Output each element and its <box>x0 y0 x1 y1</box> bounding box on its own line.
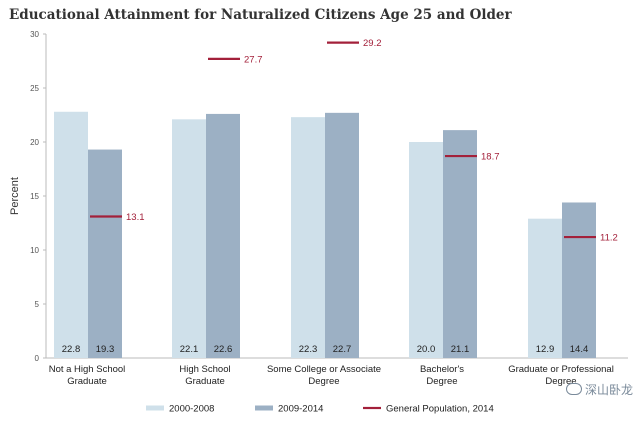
legend: 2000-2008 2009-2014 General Population, 20… <box>146 404 494 415</box>
y-tick-label: 25 <box>30 84 39 93</box>
bar-value-label: 22.7 <box>333 344 352 355</box>
category-label: Degree <box>545 376 576 387</box>
y-tick-label: 20 <box>30 138 39 147</box>
y-tick-label: 5 <box>35 300 40 309</box>
bar-value-label: 19.3 <box>96 344 115 355</box>
bar-2009-2014-0 <box>88 149 122 358</box>
bar-value-label: 22.3 <box>299 344 318 355</box>
bar-2009-2014-3 <box>443 130 477 358</box>
watermark: 深山卧龙 <box>565 381 633 398</box>
category-label: Degree <box>308 376 339 387</box>
chart-title: Educational Attainment for Naturalized C… <box>9 7 512 23</box>
bar-value-label: 22.8 <box>62 344 81 355</box>
bar-2000-2008-4 <box>528 218 562 358</box>
category-label: Some College or Associate <box>267 364 381 375</box>
category-label: Graduate <box>67 376 107 387</box>
bar-value-label: 22.6 <box>214 344 233 355</box>
legend-label: General Population, 2014 <box>386 404 494 415</box>
category-label: Not a High School <box>49 364 126 375</box>
bar-2000-2008-2 <box>291 117 325 358</box>
legend-swatch <box>146 405 164 411</box>
y-tick-label: 30 <box>30 30 39 39</box>
legend-swatch <box>255 405 273 411</box>
category-label: Bachelor's <box>420 364 464 375</box>
y-tick-label: 0 <box>35 354 40 363</box>
bars: 22.8 22.1 22.3 20.0 12.9 19.3 22.6 22.7 21.1 14.4 <box>54 111 596 358</box>
bar-value-label: 21.1 <box>451 344 470 355</box>
bar-value-label: 12.9 <box>536 344 555 355</box>
reference-lines: 13.1 27.7 29.2 18.7 11.2 <box>90 38 618 244</box>
legend-label: 2000-2008 <box>169 404 214 415</box>
y-axis-label: Percent <box>9 177 21 215</box>
category-label: Graduate or Professional <box>508 364 614 375</box>
category-label: Degree <box>426 376 457 387</box>
y-tick-label: 10 <box>30 246 39 255</box>
bar-value-label: 14.4 <box>570 344 589 355</box>
reference-value-label: 27.7 <box>244 54 263 65</box>
legend-label: 2009-2014 <box>278 404 323 415</box>
bar-value-label: 20.0 <box>417 344 436 355</box>
bar-2000-2008-1 <box>172 119 206 358</box>
reference-value-label: 11.2 <box>600 233 618 244</box>
bar-2000-2008-0 <box>54 111 88 358</box>
bar-value-label: 22.1 <box>180 344 199 355</box>
category-label: High School <box>179 364 230 375</box>
reference-value-label: 13.1 <box>126 212 145 223</box>
reference-value-label: 29.2 <box>363 38 382 49</box>
category-label: Graduate <box>185 376 225 387</box>
bar-2009-2014-1 <box>206 113 240 358</box>
wechat-icon <box>565 383 582 395</box>
watermark-text: 深山卧龙 <box>584 383 633 397</box>
bar-2000-2008-3 <box>409 142 443 358</box>
bar-2009-2014-2 <box>325 112 359 358</box>
bar-2009-2014-4 <box>562 202 596 358</box>
reference-value-label: 18.7 <box>481 152 500 163</box>
y-tick-label: 15 <box>30 192 39 201</box>
legend-swatch <box>363 406 381 410</box>
